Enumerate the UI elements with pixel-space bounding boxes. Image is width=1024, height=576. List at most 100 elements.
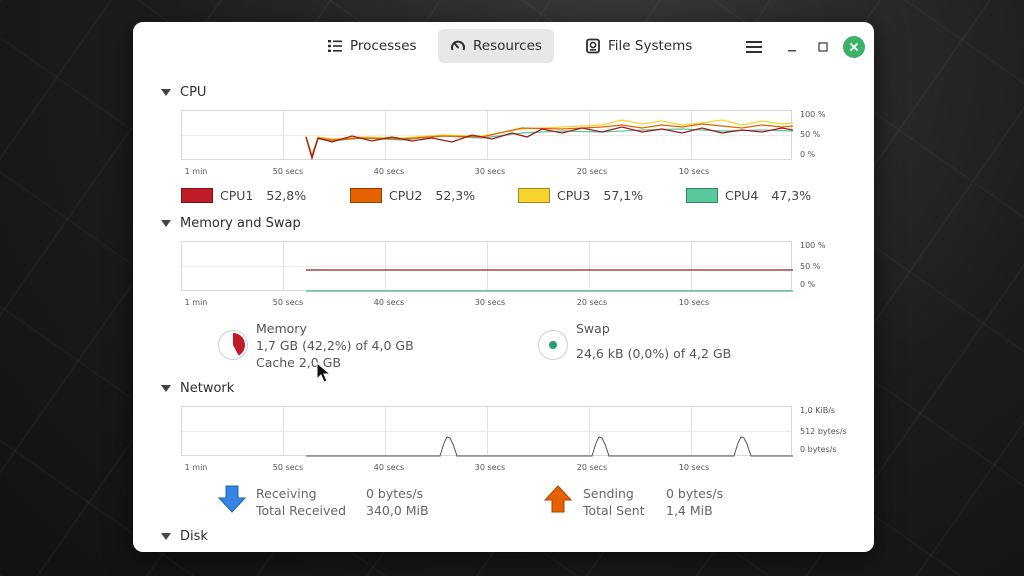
network-x-label: 40 secs [373, 463, 405, 472]
cpu4-color-swatch[interactable] [686, 188, 718, 203]
total-received-label: Total Received [256, 503, 347, 518]
network-graph [181, 406, 793, 457]
mouse-pointer-icon [316, 362, 332, 383]
header-bar: Processes Resources File Systems [133, 22, 874, 72]
cpu3-value: 57,1% [603, 188, 644, 203]
tab-processes[interactable]: Processes [315, 29, 429, 63]
total-sent-value: 1,4 MiB [666, 503, 713, 518]
expander-icon [161, 220, 171, 227]
receiving-label: Receiving [256, 486, 317, 501]
cpu4-value: 47,3% [771, 188, 812, 203]
swap-usage: 24,6 kB (0,0%) of 4,2 GB [576, 346, 732, 361]
receiving-value: 0 bytes/s [366, 486, 424, 501]
expander-icon [161, 385, 171, 392]
disk-section-header[interactable]: Disk [161, 529, 208, 544]
memory-pie-icon[interactable] [217, 329, 249, 361]
swap-label: Swap [576, 321, 610, 336]
cpu4-name: CPU4 [725, 188, 759, 203]
disk-section-title: Disk [180, 529, 208, 544]
network-section-title: Network [180, 381, 235, 396]
tab-file-systems[interactable]: File Systems [573, 29, 704, 63]
receiving-values: 0 bytes/s 340,0 MiB [366, 485, 429, 519]
main-menu-button[interactable] [741, 36, 767, 58]
cpu1-color-swatch[interactable] [181, 188, 213, 203]
memory-x-label: 20 secs [576, 298, 608, 307]
network-receive-line [306, 436, 793, 457]
memory-x-label: 30 secs [474, 298, 506, 307]
sending-values: 0 bytes/s 1,4 MiB [666, 485, 723, 519]
receiving-labels: Receiving Total Received [256, 485, 346, 519]
memory-x-label: 50 secs [272, 298, 304, 307]
cpu-section-header[interactable]: CPU [161, 85, 206, 100]
memory-usage: 1,7 GB (42,2%) of 4,0 GB [256, 338, 414, 353]
cpu-y-label-50: 50 % [800, 130, 821, 139]
cpu3-name: CPU3 [557, 188, 591, 203]
sending-label: Sending [583, 486, 634, 501]
memory-label: Memory [256, 321, 307, 336]
cpu3-legend[interactable]: CPU3 57,1% [518, 188, 643, 203]
cpu-section-title: CPU [180, 85, 207, 100]
cpu-x-label: 30 secs [474, 167, 506, 176]
network-x-label: 1 min [184, 463, 208, 472]
cpu1-name: CPU1 [220, 188, 254, 203]
system-monitor-window: Processes Resources File Systems [133, 22, 874, 552]
memory-x-label: 40 secs [373, 298, 405, 307]
gauge-icon [451, 40, 465, 51]
cpu-y-label-100: 100 % [800, 110, 826, 119]
cpu2-legend[interactable]: CPU2 52,3% [350, 188, 475, 203]
network-y-label-mid: 512 bytes/s [800, 427, 847, 436]
cpu-x-label: 20 secs [576, 167, 608, 176]
cpu1-value: 52,8% [266, 188, 307, 203]
tab-file-systems-label: File Systems [608, 38, 693, 54]
minimize-button[interactable] [783, 36, 801, 58]
cpu1-legend[interactable]: CPU1 52,8% [181, 188, 306, 203]
memory-info: Memory 1,7 GB (42,2%) of 4,0 GB Cache 2,… [256, 320, 414, 371]
memory-section-title: Memory and Swap [180, 216, 301, 231]
sending-value: 0 bytes/s [666, 486, 724, 501]
swap-pie-icon[interactable] [537, 329, 569, 361]
cpu1-line [305, 126, 793, 161]
cpu2-color-swatch[interactable] [350, 188, 382, 203]
memory-cache: Cache 2,0 GB [256, 355, 341, 370]
network-x-label: 10 secs [678, 463, 710, 472]
cpu2-name: CPU2 [389, 188, 423, 203]
swap-info: Swap 24,6 kB (0,0%) of 4,2 GB [576, 320, 731, 362]
memory-history-plot [306, 269, 793, 292]
cpu2-value: 52,3% [435, 188, 476, 203]
expander-icon [161, 89, 171, 96]
memory-y-label-0: 0 % [800, 280, 816, 289]
memory-graph [181, 241, 793, 292]
receiving-arrow-icon[interactable] [217, 484, 247, 514]
expander-icon [161, 533, 171, 540]
total-received-value: 340,0 MiB [366, 503, 429, 518]
cpu-y-label-0: 0 % [800, 150, 816, 159]
tab-resources[interactable]: Resources [438, 29, 554, 63]
close-button[interactable] [843, 36, 865, 58]
tab-processes-label: Processes [350, 38, 417, 54]
memory-section-header[interactable]: Memory and Swap [161, 216, 301, 231]
hamburger-icon [746, 41, 762, 53]
cpu-history-plot [305, 119, 793, 161]
maximize-button[interactable] [814, 36, 832, 58]
cpu-graph [181, 110, 793, 161]
cpu-x-label: 40 secs [373, 167, 405, 176]
memory-x-label: 1 min [184, 298, 208, 307]
tab-resources-label: Resources [473, 38, 542, 54]
network-x-label: 50 secs [272, 463, 304, 472]
memory-y-label-50: 50 % [800, 262, 821, 271]
network-x-label: 30 secs [474, 463, 506, 472]
list-icon [328, 40, 342, 52]
network-x-label: 20 secs [576, 463, 608, 472]
network-section-header[interactable]: Network [161, 381, 234, 396]
sending-labels: Sending Total Sent [583, 485, 645, 519]
cpu-x-label: 1 min [184, 167, 208, 176]
network-history-plot [306, 436, 793, 457]
close-icon [849, 42, 859, 52]
disk-icon [586, 38, 600, 54]
memory-y-label-100: 100 % [800, 241, 826, 250]
network-y-label-zero: 0 bytes/s [800, 445, 837, 454]
cpu4-legend[interactable]: CPU4 47,3% [686, 188, 811, 203]
total-sent-label: Total Sent [583, 503, 645, 518]
sending-arrow-icon[interactable] [543, 484, 573, 514]
cpu3-color-swatch[interactable] [518, 188, 550, 203]
